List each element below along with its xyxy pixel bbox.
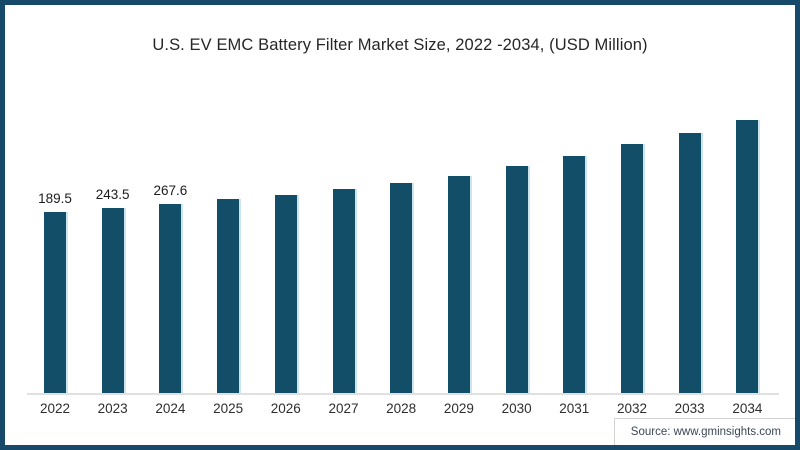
x-tick-label: 2025 (213, 401, 244, 416)
x-axis-line (27, 393, 779, 395)
x-tick-label: 2024 (155, 401, 186, 416)
x-tick-label: 2023 (97, 401, 128, 416)
bar-value-label: 243.5 (95, 187, 130, 202)
chart-title: U.S. EV EMC Battery Filter Market Size, … (152, 36, 648, 54)
bar (332, 189, 355, 394)
bar (621, 144, 643, 394)
bar (159, 204, 182, 394)
x-tick-label: 2033 (674, 401, 705, 416)
x-tick-label: 2026 (270, 401, 301, 416)
x-tick-label: 2029 (443, 401, 474, 416)
source-box: Source: www.gminsights.com (613, 418, 795, 445)
x-tick-label: 2031 (559, 401, 590, 416)
bar (390, 183, 413, 394)
source-text: Source: www.gminsights.com (630, 426, 781, 438)
bar (563, 156, 586, 394)
x-tick-label: 2032 (616, 401, 648, 416)
bar (447, 176, 470, 394)
chart-area: U.S. EV EMC Battery Filter Market Size, … (5, 5, 795, 445)
bar (217, 199, 240, 394)
bar (274, 195, 297, 394)
x-tick-label: 2028 (386, 401, 417, 416)
bar (101, 208, 124, 394)
bar (44, 212, 66, 394)
x-tick-label: 2027 (328, 401, 359, 416)
x-tick-label: 2030 (501, 401, 532, 416)
bar-value-label: 267.6 (153, 183, 188, 198)
bar (736, 120, 759, 394)
x-tick-label: 2034 (732, 401, 763, 416)
bar-value-label: 189.5 (38, 191, 72, 206)
bar (505, 166, 528, 394)
bar (678, 133, 701, 394)
x-tick-label: 2022 (39, 401, 71, 416)
